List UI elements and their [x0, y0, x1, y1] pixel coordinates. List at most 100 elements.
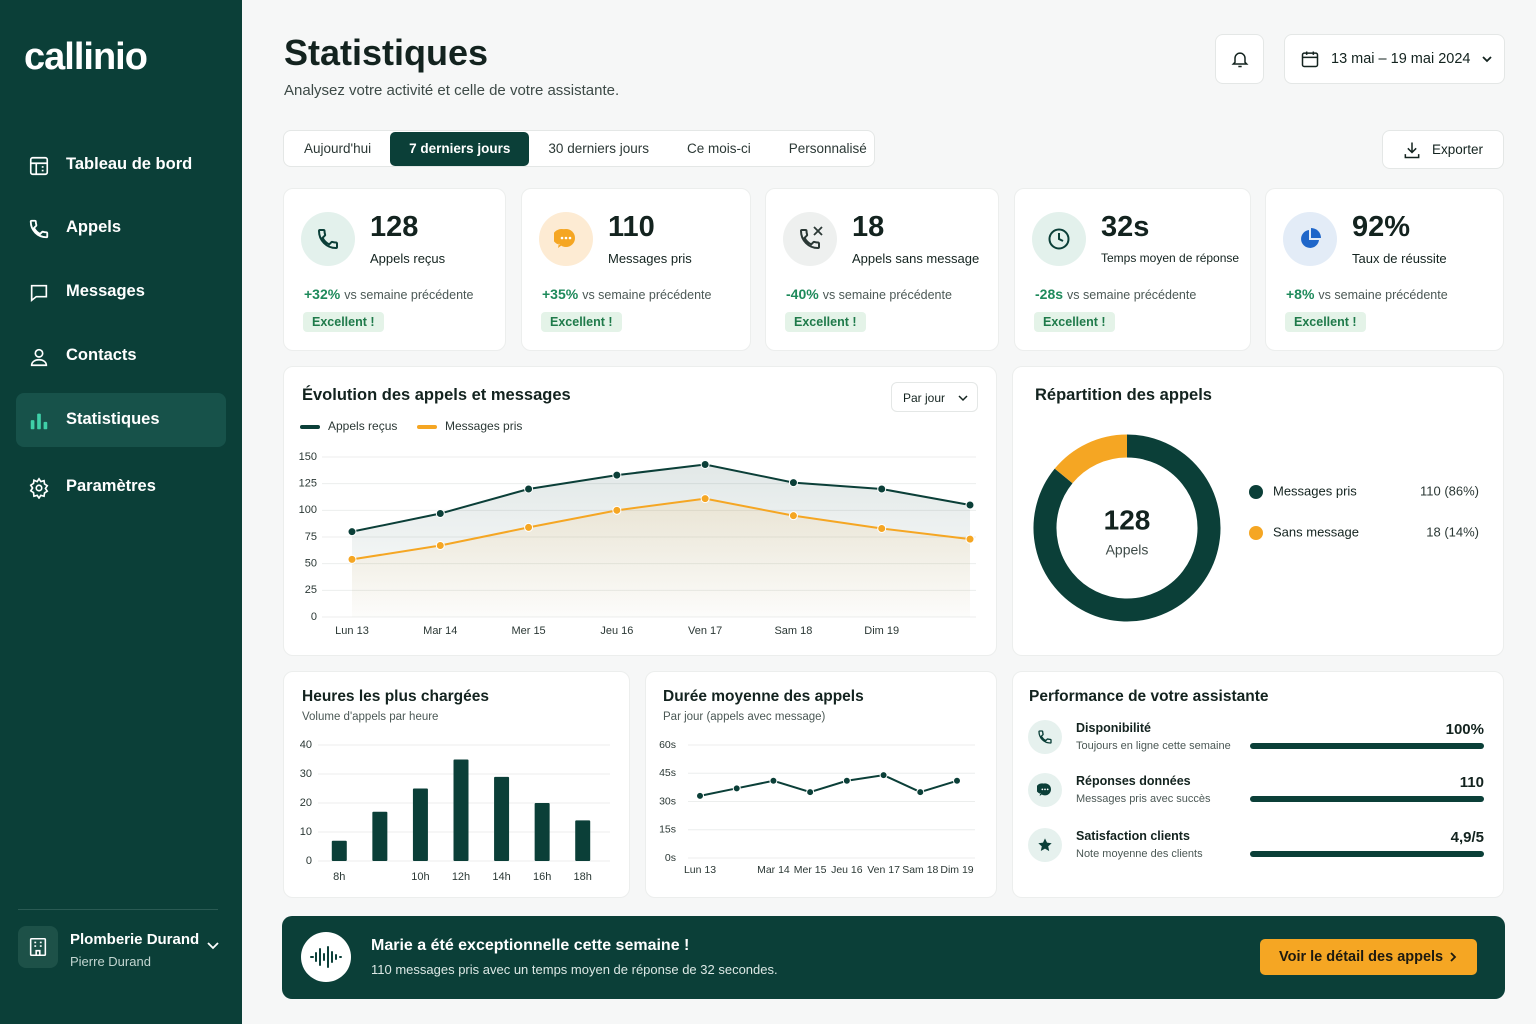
separator — [18, 909, 218, 910]
kpi-card: 32s Temps moyen de réponse -28s vs semaine … — [1014, 188, 1251, 351]
kpi-label: Appels sans message — [852, 251, 980, 266]
perf-icon — [1028, 720, 1062, 754]
kpi-delta-line: +8% vs semaine précédente — [1286, 286, 1448, 302]
kpi-label: Temps moyen de réponse — [1101, 251, 1240, 265]
kpi-card: 92% Taux de réussite +8% vs semaine précéde… — [1265, 188, 1504, 351]
kpi-badge: Excellent ! — [1285, 312, 1366, 332]
nav-icon — [28, 218, 50, 240]
perf-title: Réponses données — [1076, 774, 1191, 788]
nav-item[interactable]: Tableau de bord — [16, 138, 226, 192]
tab[interactable]: Ce mois-ci — [686, 141, 751, 156]
kpi-compare: vs semaine précédente — [582, 288, 712, 302]
card-title: Répartition des appels — [1035, 386, 1212, 404]
kpi-label: Messages pris — [608, 251, 692, 266]
kpi-value: 92% — [1352, 211, 1411, 243]
card-title: Durée moyenne des appels — [663, 688, 864, 705]
kpi-compare: vs semaine précédente — [822, 288, 952, 302]
nav-item[interactable]: Messages — [16, 265, 226, 319]
perf-subtitle: Note moyenne des clients — [1076, 848, 1203, 860]
date-picker[interactable]: 13 mai – 19 mai 2024 — [1284, 34, 1505, 84]
perf-subtitle: Toujours en ligne cette semaine — [1076, 740, 1231, 752]
chevron[interactable] — [206, 940, 220, 952]
nav-icon — [30, 348, 48, 367]
perf-value: 100% — [1445, 721, 1484, 738]
kpi-icon — [783, 212, 837, 266]
card-subtitle: Par jour (appels avec message) — [663, 711, 826, 723]
tab[interactable]: Aujourd'hui — [304, 141, 372, 156]
kpi-icon — [1032, 212, 1086, 266]
kpi-delta: -40% — [786, 286, 819, 302]
card-title: Performance de votre assistante — [1029, 688, 1269, 705]
export-button[interactable]: Exporter — [1382, 130, 1504, 169]
kpi-delta: +35% — [542, 286, 579, 302]
kpi-card: 18 Appels sans message -40% vs semaine préc… — [765, 188, 999, 351]
perf-bar — [1250, 743, 1484, 749]
kpi-badge: Excellent ! — [1034, 312, 1115, 332]
kpi-delta: +32% — [304, 286, 341, 302]
nav-icon — [29, 156, 49, 176]
brand-logo[interactable]: callinio — [24, 36, 148, 78]
performance-card: Performance de votre assistante — [1012, 671, 1504, 898]
perf-subtitle: Messages pris avec succès — [1076, 793, 1211, 805]
kpi-badge: Excellent ! — [303, 312, 384, 332]
perf-title: Satisfaction clients — [1076, 829, 1190, 843]
duration-card: Durée moyenne des appels Par jour (appel… — [645, 671, 997, 898]
evolution-card: Évolution des appels et messages Par jou… — [283, 366, 997, 656]
banner-button[interactable]: Voir le détail des appels — [1260, 939, 1477, 975]
nav-icon — [30, 413, 48, 430]
nav-label: Tableau de bord — [66, 155, 193, 173]
account-icon — [18, 926, 58, 968]
kpi-icon — [301, 212, 355, 266]
perf-value: 110 — [1459, 774, 1484, 791]
hours-card: Heures les plus chargées Volume d'appels… — [283, 671, 630, 898]
tab[interactable]: 30 derniers jours — [548, 141, 649, 156]
perf-icon — [1028, 773, 1062, 807]
kpi-badge: Excellent ! — [785, 312, 866, 332]
nav-item[interactable]: Appels — [16, 201, 226, 255]
kpi-delta-line: -28s vs semaine précédente — [1035, 286, 1196, 302]
nav-label: Paramètres — [66, 477, 156, 495]
kpi-value: 128 — [370, 211, 419, 243]
kpi-delta: -28s — [1035, 286, 1064, 302]
sidebar: callinio Tableau de bord Appels Messages… — [0, 0, 242, 1024]
kpi-card: 128 Appels reçus +32% vs semaine précédente… — [283, 188, 506, 351]
nav-label: Statistiques — [66, 410, 160, 428]
tab-active[interactable]: 7 derniers jours — [390, 132, 530, 166]
period-select[interactable]: Par jour — [891, 382, 978, 412]
tab[interactable]: Personnalisé — [788, 141, 867, 156]
account-name[interactable]: Plomberie Durand — [70, 931, 200, 948]
banner-title: Marie a été exceptionnelle cette semaine… — [371, 937, 690, 954]
kpi-icon — [1283, 212, 1337, 266]
perf-bar — [1250, 851, 1484, 857]
nav-label: Appels — [66, 218, 122, 236]
button-label: Voir le détail des appels — [1279, 949, 1444, 965]
page-title: Statistiques — [284, 32, 489, 73]
date-range: 13 mai – 19 mai 2024 — [1331, 51, 1471, 67]
perf-icon — [1028, 828, 1062, 862]
account-user: Pierre Durand — [70, 954, 151, 969]
kpi-compare: vs semaine précédente — [1067, 288, 1197, 302]
kpi-icon — [539, 212, 593, 266]
distribution-card: Répartition des appels — [1012, 366, 1504, 656]
kpi-label: Taux de réussite — [1352, 251, 1447, 266]
kpi-delta-line: -40% vs semaine précédente — [786, 286, 952, 302]
notifications-button[interactable] — [1215, 34, 1264, 84]
nav-item[interactable]: Contacts — [16, 329, 226, 383]
card-subtitle: Volume d'appels par heure — [302, 711, 439, 723]
nav-item[interactable]: Paramètres — [16, 460, 226, 514]
nav-label: Messages — [66, 282, 145, 300]
banner-text: 110 messages pris avec un temps moyen de… — [371, 962, 778, 977]
nav-icon — [29, 477, 49, 499]
kpi-value: 110 — [608, 211, 655, 243]
nav-item-active[interactable]: Statistiques — [16, 393, 226, 447]
kpi-badge: Excellent ! — [541, 312, 622, 332]
kpi-compare: vs semaine précédente — [344, 288, 474, 302]
kpi-value: 18 — [852, 211, 885, 243]
page-subtitle: Analysez votre activité et celle de votr… — [284, 82, 620, 99]
period-tabs: Aujourd'hui 7 derniers jours 30 derniers j… — [283, 130, 875, 167]
kpi-delta: +8% — [1286, 286, 1315, 302]
perf-bar — [1250, 796, 1484, 802]
select-label: Par jour — [903, 391, 946, 405]
kpi-value: 32s — [1101, 211, 1150, 243]
